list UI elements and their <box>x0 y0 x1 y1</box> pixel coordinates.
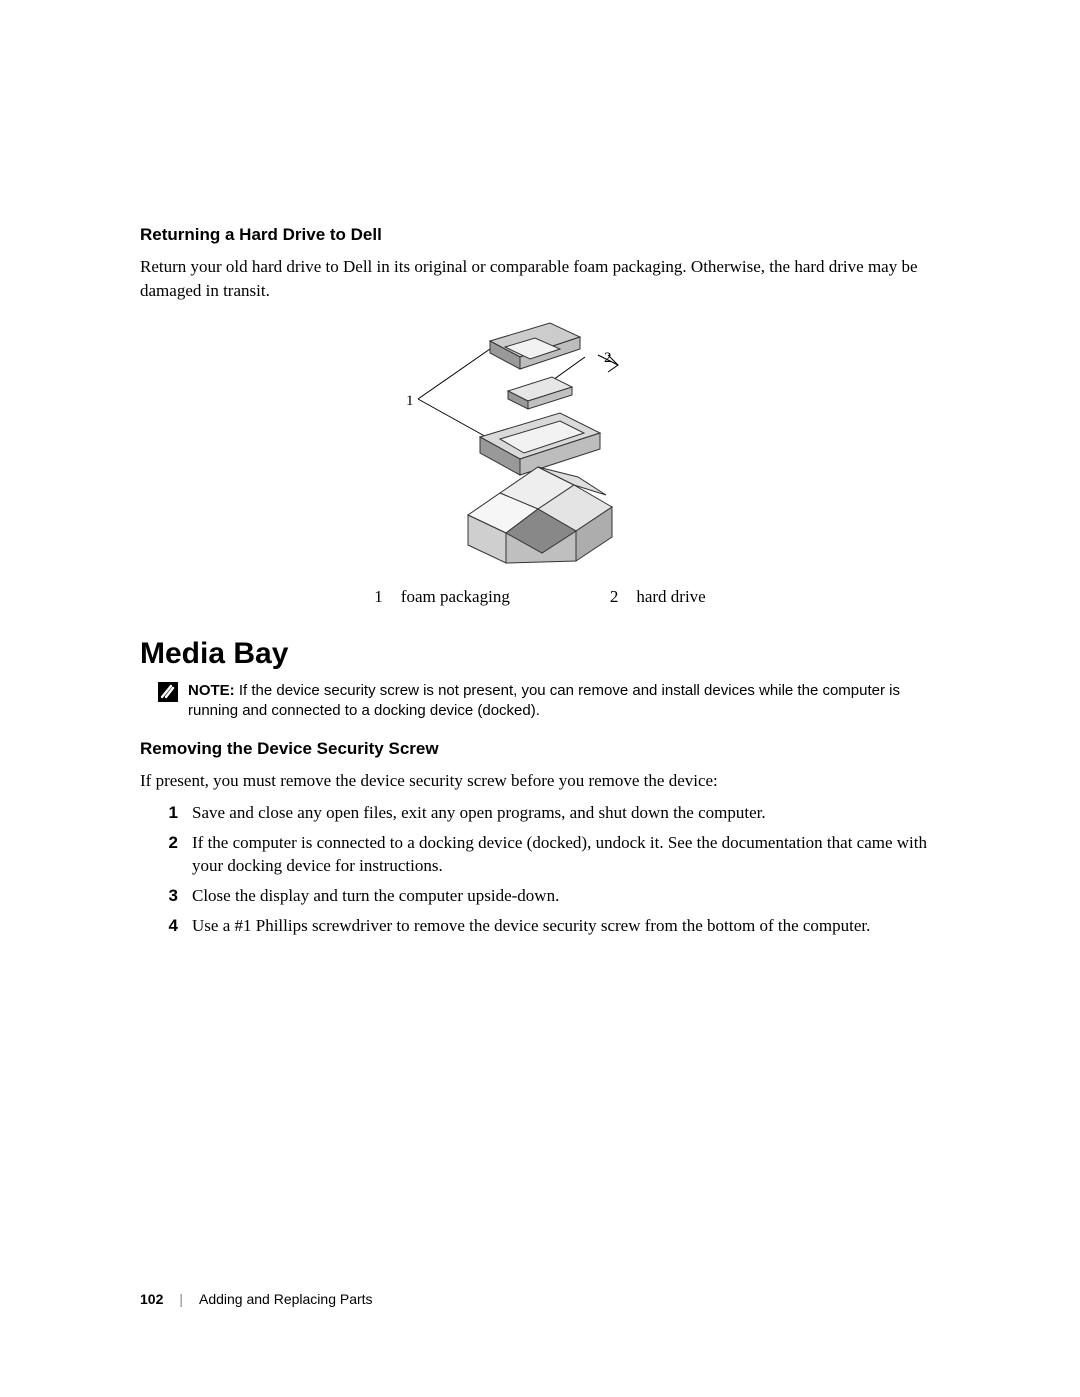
legend-label-1: foam packaging <box>401 587 510 607</box>
paragraph-returning-body: Return your old hard drive to Dell in it… <box>140 255 940 303</box>
legend-num-2: 2 <box>610 587 619 607</box>
note-text: NOTE: If the device security screw is no… <box>188 681 940 722</box>
footer-chapter: Adding and Replacing Parts <box>199 1291 373 1307</box>
step-text: Save and close any open files, exit any … <box>192 801 766 825</box>
step-item: 4 Use a #1 Phillips screwdriver to remove… <box>164 914 940 938</box>
step-num: 1 <box>164 801 178 825</box>
legend-item-2: 2 hard drive <box>610 587 706 607</box>
foam-bottom <box>480 413 600 475</box>
step-item: 3 Close the display and turn the computer… <box>164 884 940 908</box>
step-text: Close the display and turn the computer … <box>192 884 559 908</box>
heading-media-bay: Media Bay <box>140 637 940 671</box>
legend-num-1: 1 <box>374 587 383 607</box>
step-num: 3 <box>164 884 178 908</box>
hard-drive-shape <box>508 377 572 409</box>
step-item: 2 If the computer is connected to a docki… <box>164 831 940 879</box>
step-text: If the computer is connected to a dockin… <box>192 831 940 879</box>
step-text: Use a #1 Phillips screwdriver to remove … <box>192 914 870 938</box>
note-body: If the device security screw is not pres… <box>188 682 900 719</box>
foam-top-upper <box>490 323 580 369</box>
subheading-removing-screw: Removing the Device Security Screw <box>140 739 940 759</box>
page-footer: 102 | Adding and Replacing Parts <box>140 1291 373 1307</box>
footer-separator: | <box>179 1291 183 1307</box>
note-block: NOTE: If the device security screw is no… <box>158 681 940 722</box>
note-label: NOTE: <box>188 682 235 699</box>
step-num: 2 <box>164 831 178 879</box>
step-item: 1 Save and close any open files, exit any… <box>164 801 940 825</box>
paragraph-screw-intro: If present, you must remove the device s… <box>140 769 940 793</box>
diagram-legend: 1 foam packaging 2 hard drive <box>140 587 940 607</box>
diagram-container: 1 2 <box>140 317 940 577</box>
legend-label-2: hard drive <box>636 587 705 607</box>
legend-item-1: 1 foam packaging <box>374 587 510 607</box>
shipping-box <box>468 467 612 563</box>
note-icon <box>158 682 178 702</box>
packaging-diagram: 1 2 <box>360 317 720 577</box>
subheading-returning: Returning a Hard Drive to Dell <box>140 225 940 245</box>
page-number: 102 <box>140 1291 163 1307</box>
steps-list: 1 Save and close any open files, exit any… <box>164 801 940 938</box>
callout-1: 1 <box>406 393 414 409</box>
step-num: 4 <box>164 914 178 938</box>
callout-2: 2 <box>604 350 612 366</box>
